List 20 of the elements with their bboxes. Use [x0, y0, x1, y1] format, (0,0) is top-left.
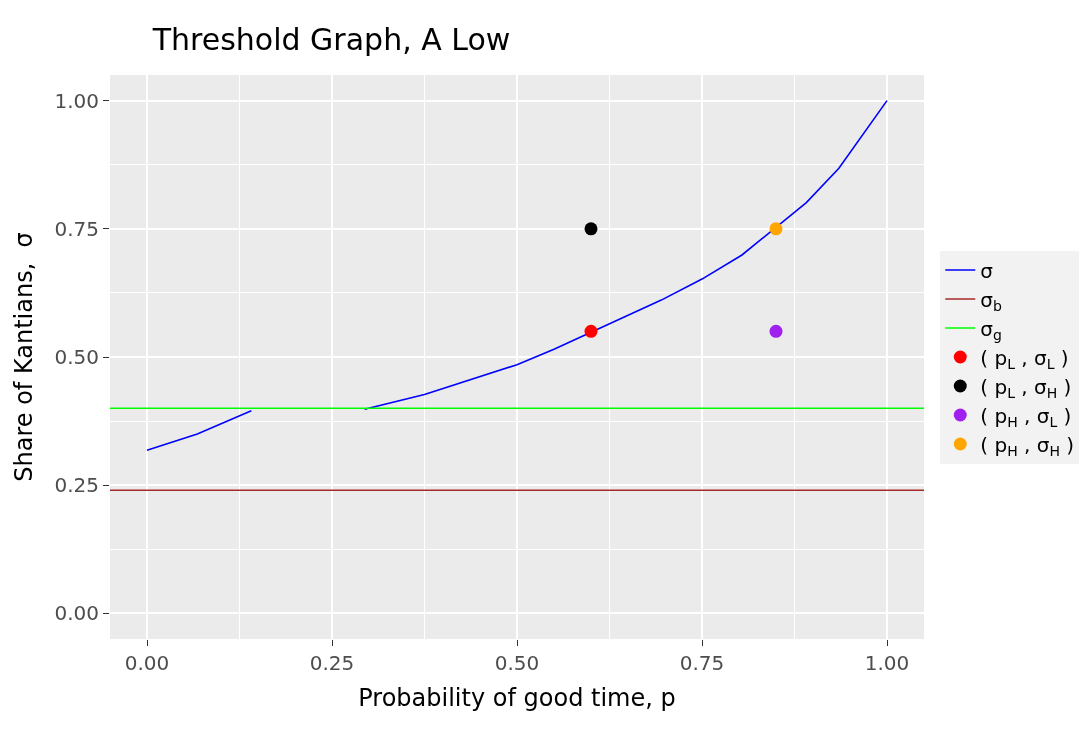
y-axis-title: Share of Kantians, σ — [9, 232, 38, 482]
y-tick-label: 0.00 — [54, 601, 99, 626]
x-axis-title: Probability of good time, p — [358, 684, 676, 713]
legend-label: σ$_{b}$ — [980, 287, 1002, 314]
x-tick-label: 0.75 — [679, 651, 725, 675]
legend-label: ( p$_{L}$ , σ$_{L}$ ) — [980, 345, 1069, 372]
y-tick-label: 1.00 — [54, 88, 99, 113]
x-tick-label: 0.50 — [494, 651, 540, 675]
y-tick-label: 0.25 — [54, 473, 99, 498]
legend-label: ( p$_{L}$ , σ$_{H}$ ) — [980, 374, 1072, 401]
legend-label: ( p$_{H}$ , σ$_{L}$ ) — [980, 403, 1072, 430]
y-tick-label: 0.50 — [54, 345, 99, 369]
chart-title: Threshold Graph, A Low — [151, 22, 511, 58]
x-tick-label: 0.25 — [309, 651, 355, 675]
x-tick-label: 1.00 — [864, 651, 910, 675]
y-tick-label: 0.75 — [54, 216, 99, 241]
legend-label: σ$_{g}$ — [980, 316, 1002, 343]
x-tick-label: 0.00 — [124, 651, 170, 675]
legend-label: σ — [980, 258, 994, 283]
legend-label: ( p$_{H}$ , σ$_{H}$ ) — [980, 432, 1075, 459]
